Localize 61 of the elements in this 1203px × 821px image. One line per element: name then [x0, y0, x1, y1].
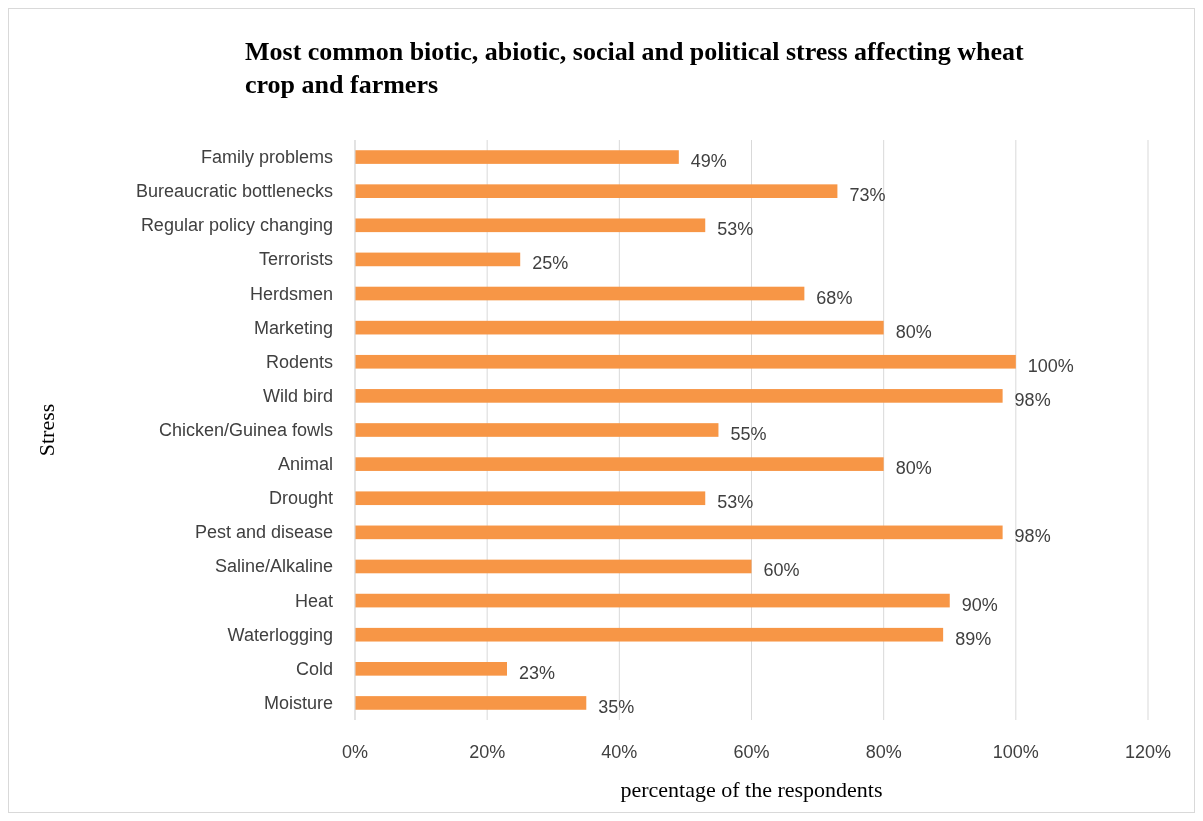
x-tick-label: 20%: [469, 742, 506, 762]
y-tick-label: Moisture: [263, 692, 333, 713]
x-tick-label: 80%: [865, 742, 902, 762]
x-tick-label: 120%: [1124, 742, 1172, 762]
data-label: 73%: [849, 185, 886, 206]
bar: [355, 150, 679, 164]
data-label: 90%: [961, 594, 998, 615]
data-label: 35%: [598, 696, 635, 717]
y-tick-label: Saline/Alkaline: [214, 556, 333, 577]
x-axis-title: percentage of the respondents: [620, 777, 883, 802]
bar: [355, 252, 521, 267]
bar: [355, 354, 1016, 369]
data-label: 53%: [717, 492, 754, 513]
chart-title: Most common biotic, abiotic, social and political stress affecting wheat crop and farmers: [245, 37, 1025, 99]
y-tick-label: Herdsmen: [249, 283, 333, 304]
bar: [355, 184, 838, 198]
bar: [355, 286, 805, 301]
x-tick-label: 0%: [341, 742, 369, 762]
data-label: 60%: [763, 560, 800, 581]
data-label: 98%: [1014, 526, 1051, 547]
bar: [355, 627, 944, 642]
data-label: 89%: [955, 628, 992, 649]
bar: [355, 218, 706, 233]
y-tick-label: Bureaucratic bottlenecks: [135, 181, 333, 202]
data-label: 100%: [1027, 355, 1074, 376]
bar: [355, 696, 587, 710]
bar: [355, 559, 752, 574]
y-axis-title: Stress: [34, 403, 59, 457]
y-tick-label: Wild bird: [262, 385, 333, 406]
data-label: 49%: [690, 151, 727, 172]
data-label: 53%: [717, 219, 754, 240]
y-tick-label: Marketing: [253, 317, 333, 338]
y-tick-label: Animal: [277, 454, 333, 475]
bar: [355, 662, 507, 676]
y-tick-label: Waterlogging: [227, 624, 333, 645]
y-tick-label: Family problems: [200, 147, 333, 168]
data-label: 80%: [895, 321, 932, 342]
x-tick-label: 100%: [992, 742, 1039, 762]
bar: [355, 389, 1003, 403]
data-label: 80%: [895, 458, 932, 479]
y-tick-label: Rodents: [265, 351, 333, 372]
data-label: 55%: [730, 424, 767, 444]
y-tick-label: Terrorists: [258, 249, 333, 270]
data-label: 68%: [816, 287, 853, 308]
y-tick-label: Regular policy changing: [140, 215, 333, 236]
y-tick-label: Pest and disease: [194, 522, 333, 543]
bar: [355, 457, 884, 471]
data-label: 98%: [1014, 389, 1051, 410]
data-label: 23%: [518, 662, 556, 683]
bar: [355, 525, 1003, 540]
y-tick-label: Heat: [294, 590, 333, 611]
data-label: 25%: [532, 253, 569, 274]
bar: [355, 491, 706, 506]
y-tick-label: Chicken/Guinea fowls: [158, 420, 333, 440]
x-tick-label: 40%: [601, 742, 638, 762]
bar: [355, 423, 719, 437]
y-tick-label: Cold: [295, 658, 333, 679]
bar: [355, 593, 950, 608]
y-tick-label: Drought: [268, 488, 333, 509]
x-tick-label: 60%: [733, 742, 770, 762]
bar: [355, 320, 884, 335]
